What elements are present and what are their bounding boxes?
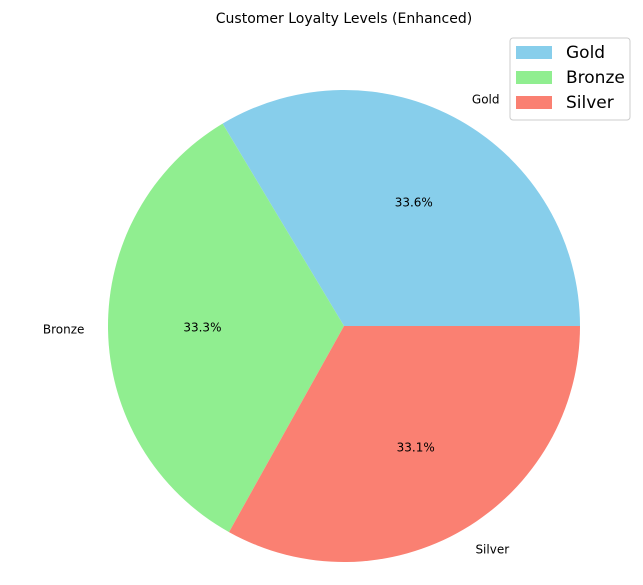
- slice-label-gold: Gold: [472, 93, 500, 107]
- slice-label-bronze: Bronze: [43, 323, 85, 337]
- slice-labels: Gold Bronze Silver: [43, 93, 509, 557]
- percent-label-bronze: 33.3%: [183, 321, 221, 335]
- pie-slice-bronze: [107, 123, 344, 533]
- percent-label-silver: 33.1%: [397, 441, 435, 455]
- legend-label-gold: Gold: [566, 43, 605, 63]
- pie-slice-silver: [229, 326, 580, 562]
- slice-label-silver: Silver: [475, 542, 509, 556]
- legend-label-bronze: Bronze: [566, 68, 625, 88]
- legend-swatch-bronze: [516, 71, 552, 84]
- pie-slices: [107, 90, 580, 562]
- legend-entries: Gold Bronze Silver: [516, 43, 625, 113]
- legend: Gold Bronze Silver: [509, 37, 631, 121]
- percent-label-gold: 33.6%: [395, 195, 433, 209]
- legend-label-silver: Silver: [566, 93, 614, 113]
- pie-slice-gold: [222, 90, 580, 326]
- legend-swatch-silver: [516, 96, 552, 109]
- percent-labels: 33.6% 33.3% 33.1%: [183, 195, 434, 454]
- legend-swatch-gold: [516, 46, 552, 59]
- chart-title: Customer Loyalty Levels (Enhanced): [216, 11, 472, 27]
